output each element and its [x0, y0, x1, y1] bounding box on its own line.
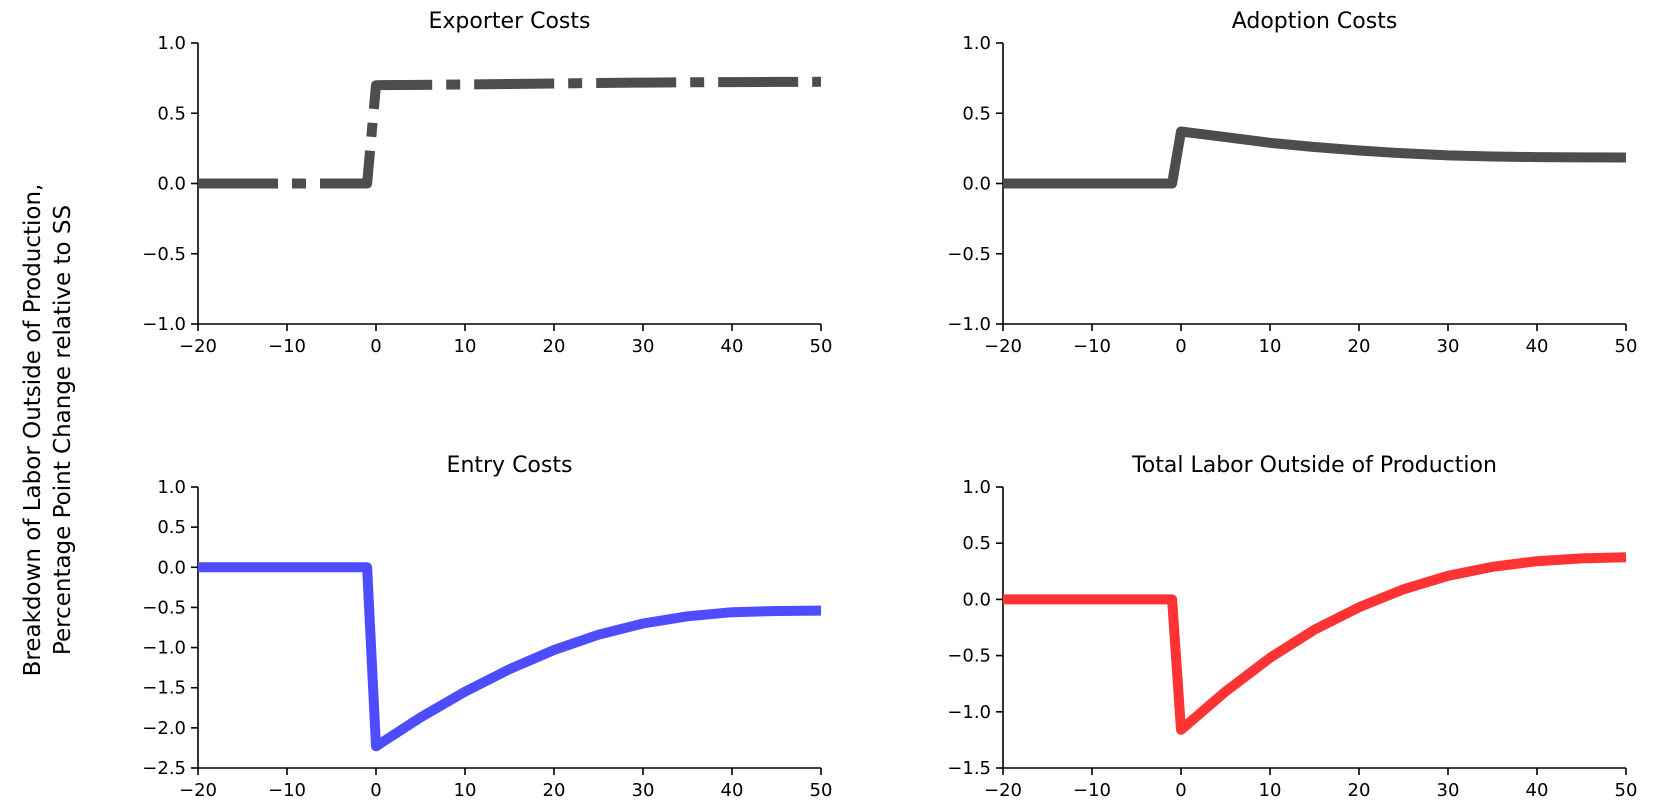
x-tick-label: 50 — [810, 336, 833, 357]
series-line-1 — [198, 562, 822, 752]
y-tick-label: −0.5 — [947, 244, 991, 265]
y-tick-label: 0.5 — [157, 103, 186, 124]
chart-panel-2: Adoption Costs −20 −10 0 10 20 30 40 50 −1.0 −0.5 0… — [947, 9, 1637, 357]
x-tick-label: 50 — [1615, 336, 1638, 357]
x-tick-label: 40 — [721, 780, 744, 801]
x-tick-label: 20 — [1348, 780, 1371, 801]
y-tick-label: −1.0 — [947, 702, 991, 723]
x-tick-label: −10 — [1073, 780, 1111, 801]
y-tick-label: 1.0 — [157, 33, 186, 54]
figure-ylabel-line2: Percentage Point Change relative to SS — [50, 204, 76, 656]
y-tick-label: 0.5 — [962, 533, 991, 554]
x-tick-label: −20 — [179, 336, 217, 357]
x-tick-label: 40 — [1526, 780, 1549, 801]
y-tick-label: −0.5 — [142, 597, 186, 618]
x-tick-label: 30 — [1437, 336, 1460, 357]
y-tick-label: 1.0 — [962, 477, 991, 498]
series-line-1 — [198, 76, 822, 189]
y-tick-label: 0.0 — [962, 174, 991, 195]
x-tick-label: −20 — [179, 780, 217, 801]
x-tick-label: 0 — [370, 336, 381, 357]
x-tick-label: −10 — [268, 780, 306, 801]
x-tick-label: −20 — [984, 336, 1022, 357]
y-tick-label: −2.0 — [142, 718, 186, 739]
y-tick-label: −1.5 — [947, 758, 991, 779]
chart-panel-4: Total Labor Outside of Production −20 −10 0… — [947, 453, 1637, 801]
x-tick-label: 20 — [1348, 336, 1371, 357]
y-tick-label: −1.0 — [947, 314, 991, 335]
x-tick-label: 20 — [543, 780, 566, 801]
x-tick-label: 10 — [1259, 780, 1282, 801]
y-tick-label: −0.5 — [142, 244, 186, 265]
x-tick-label: 30 — [1437, 780, 1460, 801]
y-tick-label: −1.5 — [142, 678, 186, 699]
chart-title: Adoption Costs — [1232, 9, 1398, 34]
y-tick-label: 0.0 — [157, 557, 186, 578]
chart-title: Entry Costs — [447, 453, 573, 478]
y-tick-label: 0.5 — [157, 517, 186, 538]
x-tick-label: 50 — [810, 780, 833, 801]
x-tick-label: 0 — [1175, 336, 1186, 357]
x-tick-label: 0 — [370, 780, 381, 801]
y-tick-label: 0.0 — [157, 174, 186, 195]
x-tick-label: 10 — [454, 780, 477, 801]
x-tick-label: 30 — [632, 336, 655, 357]
chart-title: Total Labor Outside of Production — [1131, 453, 1497, 478]
chart-panel-1: Exporter Costs −20 −10 0 10 20 30 40 50 −1.0 −0.5 0… — [142, 9, 832, 357]
y-tick-label: −2.5 — [142, 758, 186, 779]
x-tick-label: 10 — [454, 336, 477, 357]
y-tick-label: 0.5 — [962, 103, 991, 124]
series-line-1 — [1003, 552, 1627, 735]
chart-title: Exporter Costs — [429, 9, 591, 34]
figure-ylabel-line1: Breakdown of Labor Outside of Production… — [20, 183, 46, 677]
y-tick-label: −1.0 — [142, 638, 186, 659]
x-tick-label: −10 — [268, 336, 306, 357]
x-tick-label: 30 — [632, 780, 655, 801]
y-tick-label: 1.0 — [962, 33, 991, 54]
y-tick-label: 1.0 — [157, 477, 186, 498]
y-tick-label: 0.0 — [962, 589, 991, 610]
x-tick-label: 40 — [721, 336, 744, 357]
x-tick-label: 0 — [1175, 780, 1186, 801]
y-tick-label: −1.0 — [142, 314, 186, 335]
series-line-1 — [1003, 126, 1627, 189]
x-tick-label: 10 — [1259, 336, 1282, 357]
x-tick-label: 40 — [1526, 336, 1549, 357]
chart-panel-3: Entry Costs −20 −10 0 10 20 30 40 50 −2.5 −2.0 −1.5… — [142, 453, 832, 801]
x-tick-label: 50 — [1615, 780, 1638, 801]
x-tick-label: −10 — [1073, 336, 1111, 357]
x-tick-label: 20 — [543, 336, 566, 357]
x-tick-label: −20 — [984, 780, 1022, 801]
y-tick-label: −0.5 — [947, 646, 991, 667]
figure-ylabel: Breakdown of Labor Outside of Production… — [8, 120, 88, 740]
